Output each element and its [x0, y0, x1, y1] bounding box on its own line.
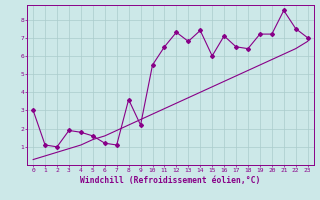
X-axis label: Windchill (Refroidissement éolien,°C): Windchill (Refroidissement éolien,°C) [80, 176, 260, 185]
